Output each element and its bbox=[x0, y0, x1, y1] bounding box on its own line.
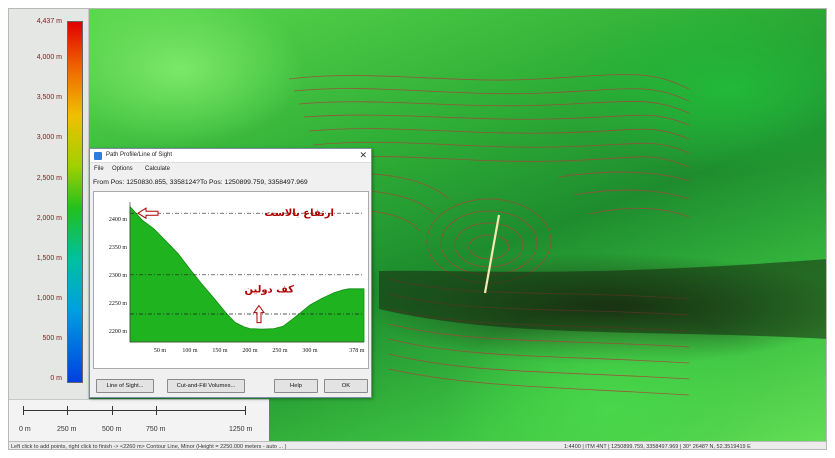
legend-tick: 1,000 m bbox=[36, 295, 62, 302]
status-bar: Left click to add points, right click to… bbox=[9, 441, 826, 450]
scale-bar: 0 m 250 m 500 m 750 m 1250 m bbox=[9, 399, 269, 441]
left-arrow-icon bbox=[137, 207, 159, 220]
y-tick-label: 2350 m bbox=[109, 245, 128, 251]
status-position: 1:4400 | ITM 4NT | 1250899.759, 3358497.… bbox=[564, 444, 751, 450]
line-of-sight-button[interactable]: Line of Sight... bbox=[96, 379, 154, 393]
up-arrow-icon bbox=[253, 304, 265, 324]
menu-calculate[interactable]: Calculate bbox=[145, 166, 171, 172]
dialog-title: Path Profile/Line of Sight bbox=[106, 152, 173, 158]
y-tick-label: 2250 m bbox=[109, 301, 128, 307]
legend-tick: 0 m bbox=[50, 375, 62, 382]
scale-label: 1250 m bbox=[229, 426, 253, 433]
ballast-height-annotation: ارتفاع بالاست bbox=[264, 208, 334, 219]
x-tick-label: 250 m bbox=[272, 348, 288, 354]
profile-area bbox=[129, 205, 365, 343]
x-tick-label: 200 m bbox=[242, 348, 258, 354]
scale-tick bbox=[112, 406, 113, 415]
legend-tick: 3,500 m bbox=[36, 94, 62, 101]
legend-tick: 4,000 m bbox=[36, 54, 62, 61]
scale-label: 250 m bbox=[57, 426, 77, 433]
legend-tick: 2,500 m bbox=[36, 175, 62, 182]
crater-floor-annotation: کف دولین bbox=[245, 285, 295, 296]
scale-tick bbox=[245, 406, 246, 415]
dialog-menubar: File Options Calculate bbox=[90, 164, 371, 175]
scale-label: 0 m bbox=[19, 426, 31, 433]
path-profile-dialog: Path Profile/Line of Sight ✕ File Option… bbox=[89, 148, 372, 398]
menu-options[interactable]: Options bbox=[112, 166, 133, 172]
dialog-titlebar[interactable]: Path Profile/Line of Sight ✕ bbox=[90, 149, 371, 163]
status-message: Left click to add points, right click to… bbox=[11, 444, 287, 450]
y-tick-label: 2400 m bbox=[109, 217, 128, 223]
x-tick-label: 150 m bbox=[212, 348, 228, 354]
x-tick-label: 378 m bbox=[349, 348, 365, 354]
profile-chart: 2200 m 2250 m 2300 m 2350 m 2400 m 50 m 100 m 1… bbox=[109, 202, 365, 354]
scale-label: 750 m bbox=[146, 426, 166, 433]
legend-tick: 4,437 m bbox=[36, 18, 62, 25]
application-window: 4,437 m 4,000 m 3,500 m 3,000 m 2,500 m … bbox=[8, 8, 827, 450]
scale-tick bbox=[23, 406, 24, 415]
cut-fill-volumes-button[interactable]: Cut-and-Fill Volumes... bbox=[167, 379, 245, 393]
legend-tick: 1,500 m bbox=[36, 255, 62, 262]
legend-tick: 2,000 m bbox=[36, 215, 62, 222]
y-tick-label: 2300 m bbox=[109, 273, 128, 279]
profile-coordinates: From Pos: 1250830.855, 3358124?To Pos: 1… bbox=[93, 179, 308, 186]
app-icon bbox=[94, 152, 102, 160]
y-tick-label: 2200 m bbox=[109, 329, 128, 335]
x-tick-label: 100 m bbox=[182, 348, 198, 354]
ok-button[interactable]: OK bbox=[324, 379, 368, 393]
legend-tick: 3,000 m bbox=[36, 134, 62, 141]
scale-tick bbox=[67, 406, 68, 415]
x-tick-label: 50 m bbox=[154, 348, 167, 354]
contour-overlay bbox=[288, 74, 826, 396]
close-icon[interactable]: ✕ bbox=[359, 150, 367, 160]
help-button[interactable]: Help bbox=[274, 379, 318, 393]
scale-label: 500 m bbox=[102, 426, 122, 433]
scale-tick bbox=[156, 406, 157, 415]
x-tick-label: 300 m bbox=[302, 348, 318, 354]
menu-file[interactable]: File bbox=[94, 166, 104, 172]
legend-tick: 500 m bbox=[42, 335, 62, 342]
profile-path-line[interactable] bbox=[483, 214, 501, 294]
elevation-color-ramp bbox=[67, 21, 83, 383]
elevation-legend: 4,437 m 4,000 m 3,500 m 3,000 m 2,500 m … bbox=[9, 9, 89, 399]
elevation-profile-plot: 2200 m 2250 m 2300 m 2350 m 2400 m 50 m 100 m 1… bbox=[93, 191, 369, 369]
scale-bar-line bbox=[23, 410, 245, 411]
